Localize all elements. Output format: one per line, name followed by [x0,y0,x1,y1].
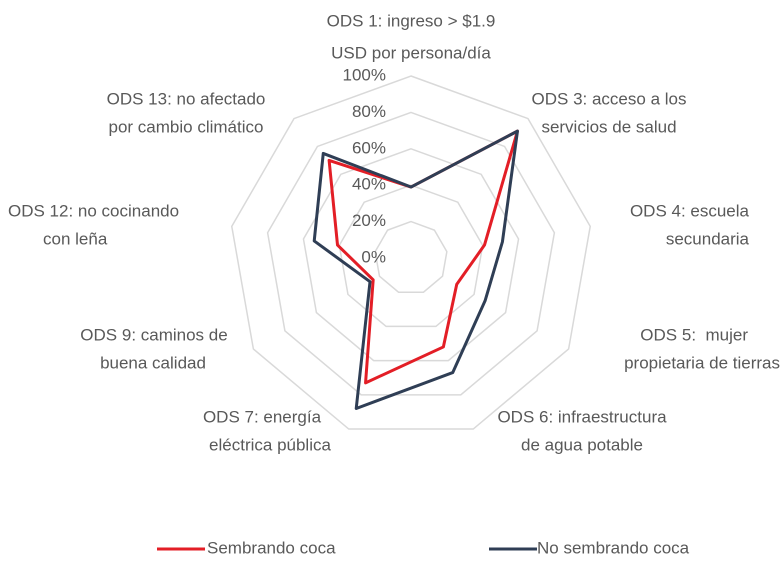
r-tick-label: 80% [352,102,386,121]
r-tick-label: 100% [343,65,386,84]
r-tick-label: 60% [352,138,386,157]
category-label: con leña [43,229,108,248]
category-label: ODS 4: escuela [630,201,750,220]
category-label: ODS 1: ingreso > $1.9 [327,11,496,30]
grid-ring [230,75,592,430]
category-label: ODS 5: mujer [640,325,748,344]
grid-ring [266,111,556,396]
grid-ring [302,148,520,362]
category-label: de agua potable [521,435,643,454]
category-label: secundaria [666,229,750,248]
grid-ring [374,220,448,293]
category-label: ODS 12: no cocinando [8,201,179,220]
category-label: eléctrica pública [209,435,331,454]
category-label: ODS 13: no afectado [107,89,266,108]
category-label: buena calidad [100,353,206,372]
legend-label: No sembrando coca [537,538,690,557]
series-line [312,129,519,411]
grid-ring [338,184,484,328]
category-label: ODS 3: acceso a los [532,89,687,108]
category-label: propietaria de tierras [624,353,780,372]
category-label: ODS 9: caminos de [80,325,227,344]
category-label: USD por persona/día [331,43,491,62]
r-tick-label: 20% [352,211,386,230]
legend-label: Sembrando coca [207,538,336,557]
category-label: por cambio climático [109,117,264,136]
category-label: ODS 7: energía [203,407,322,426]
category-label: servicios de salud [541,117,676,136]
series-line [327,129,519,385]
r-tick-label: 0% [361,247,386,266]
category-label: ODS 6: infraestructura [497,407,667,426]
r-tick-label: 40% [352,175,386,194]
